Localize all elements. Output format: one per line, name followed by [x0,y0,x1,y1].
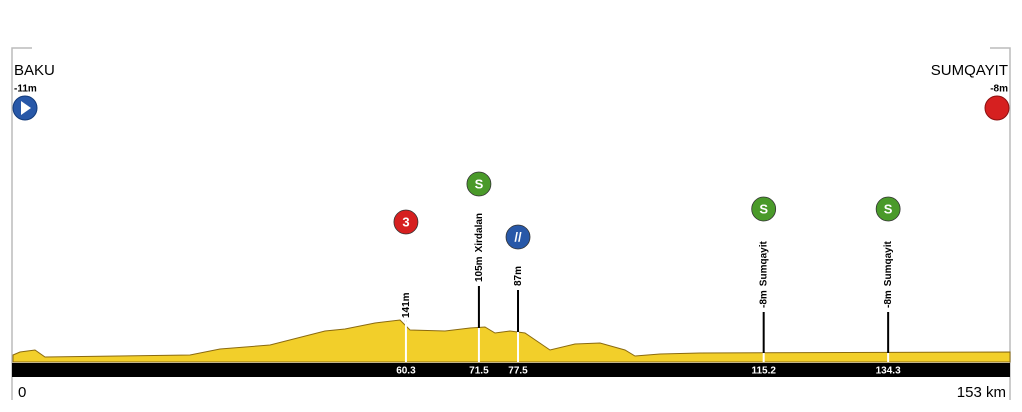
marker-km: 60.3 [396,366,416,377]
marker-icon [466,171,492,197]
markers: 60.3 141m 3 71.5 105m Xirdalan S 77.5 87m // 115.2… [393,171,901,377]
marker-label: 141m [401,292,412,318]
marker-icon-text: S [759,201,768,216]
marker-km: 134.3 [876,366,901,377]
marker-altitude: -8m [758,290,769,308]
marker-km: 71.5 [469,366,489,377]
marker-icon-text: // [514,229,522,244]
marker-icon-text: 3 [402,214,409,229]
marker-label: 87m [513,266,524,286]
marker-altitude: 105m [474,256,485,282]
distance-bar [12,363,1010,377]
start-name: BAKU [14,62,55,79]
start-altitude: -11m [14,84,37,95]
marker-label: -8m Sumqayit [883,241,894,308]
marker-altitude: 87m [513,266,524,286]
marker-place: Sumqayit [883,241,894,287]
marker-altitude: 141m [401,292,412,318]
start-arrow [21,101,31,115]
axis-end: 153 km [957,384,1006,401]
marker-icon [751,196,777,222]
marker-label: -8m Sumqayit [758,241,769,308]
elevation-profile [12,319,1011,363]
marker-icon [505,224,531,250]
marker-place: Sumqayit [758,241,769,287]
axis-start: 0 [18,384,26,401]
marker-icon [875,196,901,222]
marker-altitude: -8m [883,290,894,308]
finish-icon [984,95,1010,121]
marker-icon-text: S [884,201,893,216]
marker-icon-text: S [475,176,484,191]
marker-place: Xirdalan [474,213,485,252]
finish-name: SUMQAYIT [931,62,1008,79]
frame [11,47,1011,400]
marker-km: 115.2 [751,366,776,377]
marker-label: 105m Xirdalan [474,213,485,282]
finish-altitude: -8m [990,84,1008,95]
marker-km: 77.5 [508,366,528,377]
marker-icon [393,209,419,235]
